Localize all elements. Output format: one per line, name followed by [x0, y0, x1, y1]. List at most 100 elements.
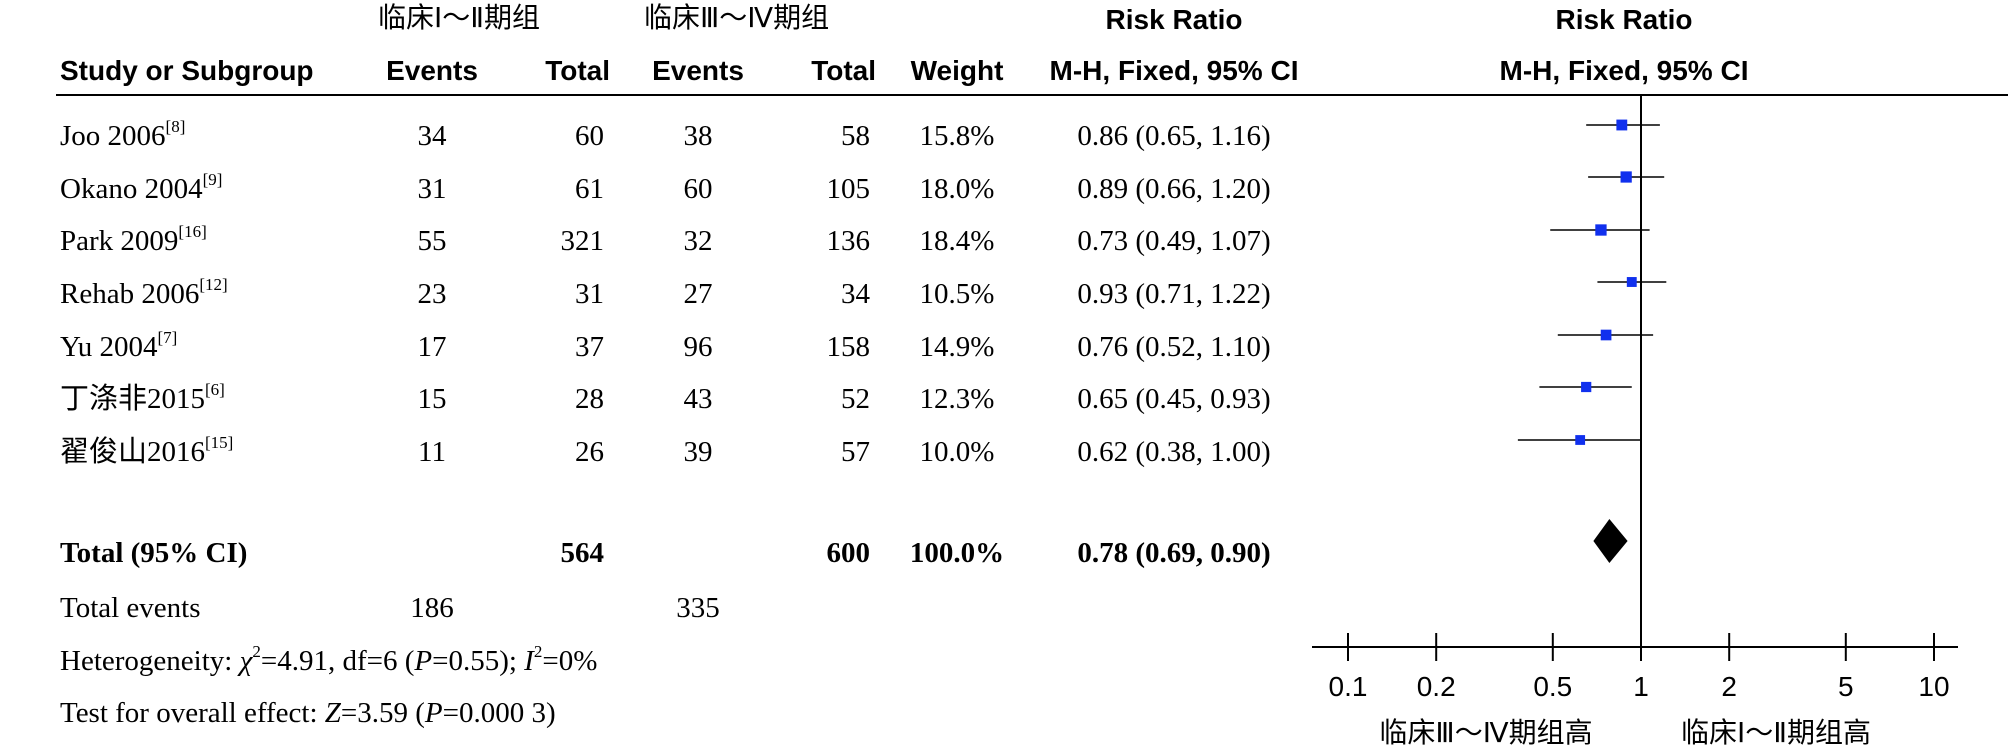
study-label: 丁涤非2015 [60, 383, 206, 415]
x-tick-label: 0.2 [1416, 671, 1456, 702]
study-label: Park 2009 [60, 225, 179, 257]
total2-value: 600 [826, 537, 871, 569]
ci-cell: 0.93 (0.71, 1.22) [1077, 278, 1271, 310]
point-estimate-marker [1575, 435, 1586, 445]
favours-right-label: 临床Ⅰ～Ⅱ期组高 [1680, 717, 1872, 748]
point-estimate-marker [1595, 224, 1607, 236]
total-label: Total (95% CI) [60, 537, 248, 569]
heterogeneity-text: Heterogeneity: χ2=4.91, df=6 (P=0.55); I… [60, 642, 598, 677]
ci-cell: 0.65 (0.45, 0.93) [1077, 383, 1271, 415]
study-label: Okano 2004 [60, 173, 203, 205]
weight-cell: 10.0% [919, 436, 995, 468]
total2-cell: 158 [826, 331, 871, 363]
total1-cell: 60 [575, 120, 604, 152]
study-name: Yu 2004[7] [60, 329, 177, 363]
total1-cell: 31 [575, 278, 604, 310]
events2-header: Events [652, 55, 744, 86]
study-label: Rehab 2006 [60, 278, 200, 310]
total2-cell: 136 [826, 225, 871, 257]
total2-cell: 57 [841, 436, 870, 468]
point-estimate-marker [1581, 381, 1592, 393]
events2-cell: 38 [683, 120, 713, 152]
weight-cell: 10.5% [919, 278, 995, 310]
events2-cell: 27 [683, 278, 713, 310]
events2-cell: 43 [683, 383, 713, 415]
method-plot-header: M-H, Fixed, 95% CI [1499, 55, 1749, 86]
total-weight: 100.0% [909, 537, 1005, 569]
header-rule [56, 94, 2008, 96]
x-tick-label: 5 [1838, 671, 1854, 702]
ci-cell: 0.89 (0.66, 1.20) [1077, 173, 1271, 205]
study-name: Joo 2006[8] [60, 118, 185, 152]
study-reference: [16] [178, 222, 207, 241]
weight-cell: 12.3% [919, 383, 995, 415]
weight-cell: 18.4% [919, 225, 995, 257]
point-estimate-marker [1626, 277, 1637, 287]
study-name: 丁涤非2015[6] [60, 381, 225, 415]
study-reference: [9] [202, 170, 223, 189]
study-name: Okano 2004[9] [60, 171, 222, 205]
events1-cell: 23 [417, 278, 447, 310]
study-reference: [15] [205, 433, 234, 452]
study-label: Yu 2004 [60, 331, 158, 363]
study-reference: [8] [165, 117, 186, 136]
overall-effect-text: Test for overall effect: Z=3.59 (P=0.000… [60, 697, 556, 729]
total1-cell: 61 [575, 173, 604, 205]
study-reference: [12] [199, 275, 228, 294]
summary-diamond [1593, 519, 1628, 563]
x-tick-label: 0.5 [1533, 671, 1573, 702]
study-name: Rehab 2006[12] [60, 276, 228, 310]
total2-cell: 34 [841, 278, 870, 310]
ci-cell: 0.73 (0.49, 1.07) [1077, 225, 1271, 257]
total-events2: 335 [676, 592, 720, 624]
risk-ratio-title: Risk Ratio [1105, 4, 1243, 35]
x-tick-label: 2 [1721, 671, 1737, 702]
group2-header: 临床Ⅲ～Ⅳ期组 [644, 2, 830, 33]
weight-cell: 14.9% [919, 331, 995, 363]
events1-cell: 55 [417, 225, 447, 257]
total1-cell: 28 [575, 383, 604, 415]
weight-cell: 18.0% [919, 173, 995, 205]
total-events-label: Total events [60, 592, 201, 624]
total-ci: 0.78 (0.69, 0.90) [1077, 537, 1271, 569]
events1-cell: 11 [418, 436, 446, 468]
study-name: Park 2009[16] [60, 223, 207, 257]
total1-cell: 26 [575, 436, 604, 468]
weight-cell: 15.8% [919, 120, 995, 152]
total2-cell: 52 [841, 383, 870, 415]
point-estimate-marker [1600, 329, 1612, 341]
events2-cell: 96 [683, 331, 713, 363]
total1-cell: 321 [560, 225, 605, 257]
study-name: 翟俊山2016[15] [60, 434, 233, 467]
point-estimate-marker [1616, 119, 1628, 131]
weight-header: Weight [910, 55, 1004, 86]
total-events1: 186 [410, 592, 454, 624]
risk-ratio-plot-title: Risk Ratio [1555, 4, 1693, 35]
events2-cell: 32 [683, 225, 713, 257]
study-reference: [6] [205, 380, 225, 399]
ci-cell: 0.86 (0.65, 1.16) [1077, 120, 1271, 152]
method-header: M-H, Fixed, 95% CI [1049, 55, 1299, 86]
study-label: Joo 2006 [60, 120, 166, 152]
total2-header: Total [811, 55, 876, 86]
events1-cell: 31 [417, 173, 447, 205]
x-tick-label: 0.1 [1328, 671, 1368, 702]
study-reference: [7] [157, 328, 178, 347]
events1-cell: 17 [417, 331, 447, 363]
ci-cell: 0.76 (0.52, 1.10) [1077, 331, 1271, 363]
x-tick-label: 1 [1633, 671, 1649, 702]
total1-value: 564 [560, 537, 605, 569]
total2-cell: 105 [826, 173, 871, 205]
total2-cell: 58 [841, 120, 870, 152]
favours-left-label: 临床Ⅲ～Ⅳ期组高 [1379, 717, 1593, 748]
events1-cell: 15 [417, 383, 447, 415]
events2-cell: 39 [683, 436, 713, 468]
total1-cell: 37 [575, 331, 604, 363]
ci-cell: 0.62 (0.38, 1.00) [1077, 436, 1271, 468]
point-estimate-marker [1620, 171, 1632, 183]
events1-cell: 34 [417, 120, 447, 152]
total1-header: Total [545, 55, 610, 86]
x-tick-label: 10 [1918, 671, 1950, 702]
group1-header: 临床Ⅰ～Ⅱ期组 [378, 2, 541, 33]
